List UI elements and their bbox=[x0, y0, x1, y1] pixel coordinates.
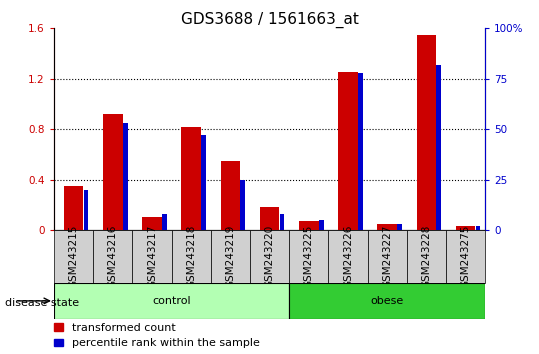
Bar bbox=[476, 226, 480, 230]
Text: GSM243220: GSM243220 bbox=[265, 225, 274, 288]
Text: obese: obese bbox=[370, 296, 404, 306]
FancyBboxPatch shape bbox=[54, 230, 93, 283]
FancyBboxPatch shape bbox=[446, 230, 485, 283]
Text: GSM243215: GSM243215 bbox=[68, 225, 79, 289]
FancyBboxPatch shape bbox=[93, 230, 132, 283]
Bar bbox=[162, 214, 167, 230]
Bar bbox=[417, 35, 436, 230]
Bar bbox=[319, 220, 323, 230]
Bar bbox=[455, 226, 475, 230]
FancyBboxPatch shape bbox=[328, 230, 368, 283]
Bar bbox=[260, 207, 279, 230]
Text: GSM243216: GSM243216 bbox=[108, 225, 118, 289]
Bar bbox=[338, 73, 358, 230]
FancyBboxPatch shape bbox=[132, 230, 171, 283]
Text: GSM243275: GSM243275 bbox=[460, 225, 471, 289]
Text: GSM243228: GSM243228 bbox=[421, 225, 431, 289]
Bar bbox=[103, 114, 122, 230]
Bar bbox=[220, 161, 240, 230]
Bar bbox=[280, 214, 285, 230]
FancyBboxPatch shape bbox=[407, 230, 446, 283]
Legend: transformed count, percentile rank within the sample: transformed count, percentile rank withi… bbox=[54, 323, 260, 348]
Bar bbox=[240, 180, 245, 230]
Bar bbox=[437, 65, 441, 230]
Text: GSM243219: GSM243219 bbox=[225, 225, 236, 289]
FancyBboxPatch shape bbox=[289, 283, 485, 319]
Text: GSM243226: GSM243226 bbox=[343, 225, 353, 289]
FancyBboxPatch shape bbox=[289, 230, 328, 283]
Text: GSM243225: GSM243225 bbox=[303, 225, 314, 289]
Title: GDS3688 / 1561663_at: GDS3688 / 1561663_at bbox=[181, 12, 358, 28]
Text: GSM243218: GSM243218 bbox=[186, 225, 196, 289]
Bar bbox=[358, 73, 363, 230]
FancyBboxPatch shape bbox=[250, 230, 289, 283]
Bar bbox=[84, 190, 88, 230]
Text: GSM243217: GSM243217 bbox=[147, 225, 157, 289]
Bar bbox=[181, 127, 201, 230]
Bar bbox=[64, 186, 84, 230]
Text: GSM243227: GSM243227 bbox=[382, 225, 392, 289]
FancyBboxPatch shape bbox=[171, 230, 211, 283]
Text: control: control bbox=[152, 296, 191, 306]
FancyBboxPatch shape bbox=[368, 230, 407, 283]
Bar bbox=[123, 123, 128, 230]
Bar bbox=[299, 221, 319, 230]
Text: disease state: disease state bbox=[5, 298, 80, 308]
Bar bbox=[201, 135, 206, 230]
Bar bbox=[397, 224, 402, 230]
Bar bbox=[142, 217, 162, 230]
FancyBboxPatch shape bbox=[211, 230, 250, 283]
Bar bbox=[377, 224, 397, 230]
FancyBboxPatch shape bbox=[54, 283, 289, 319]
